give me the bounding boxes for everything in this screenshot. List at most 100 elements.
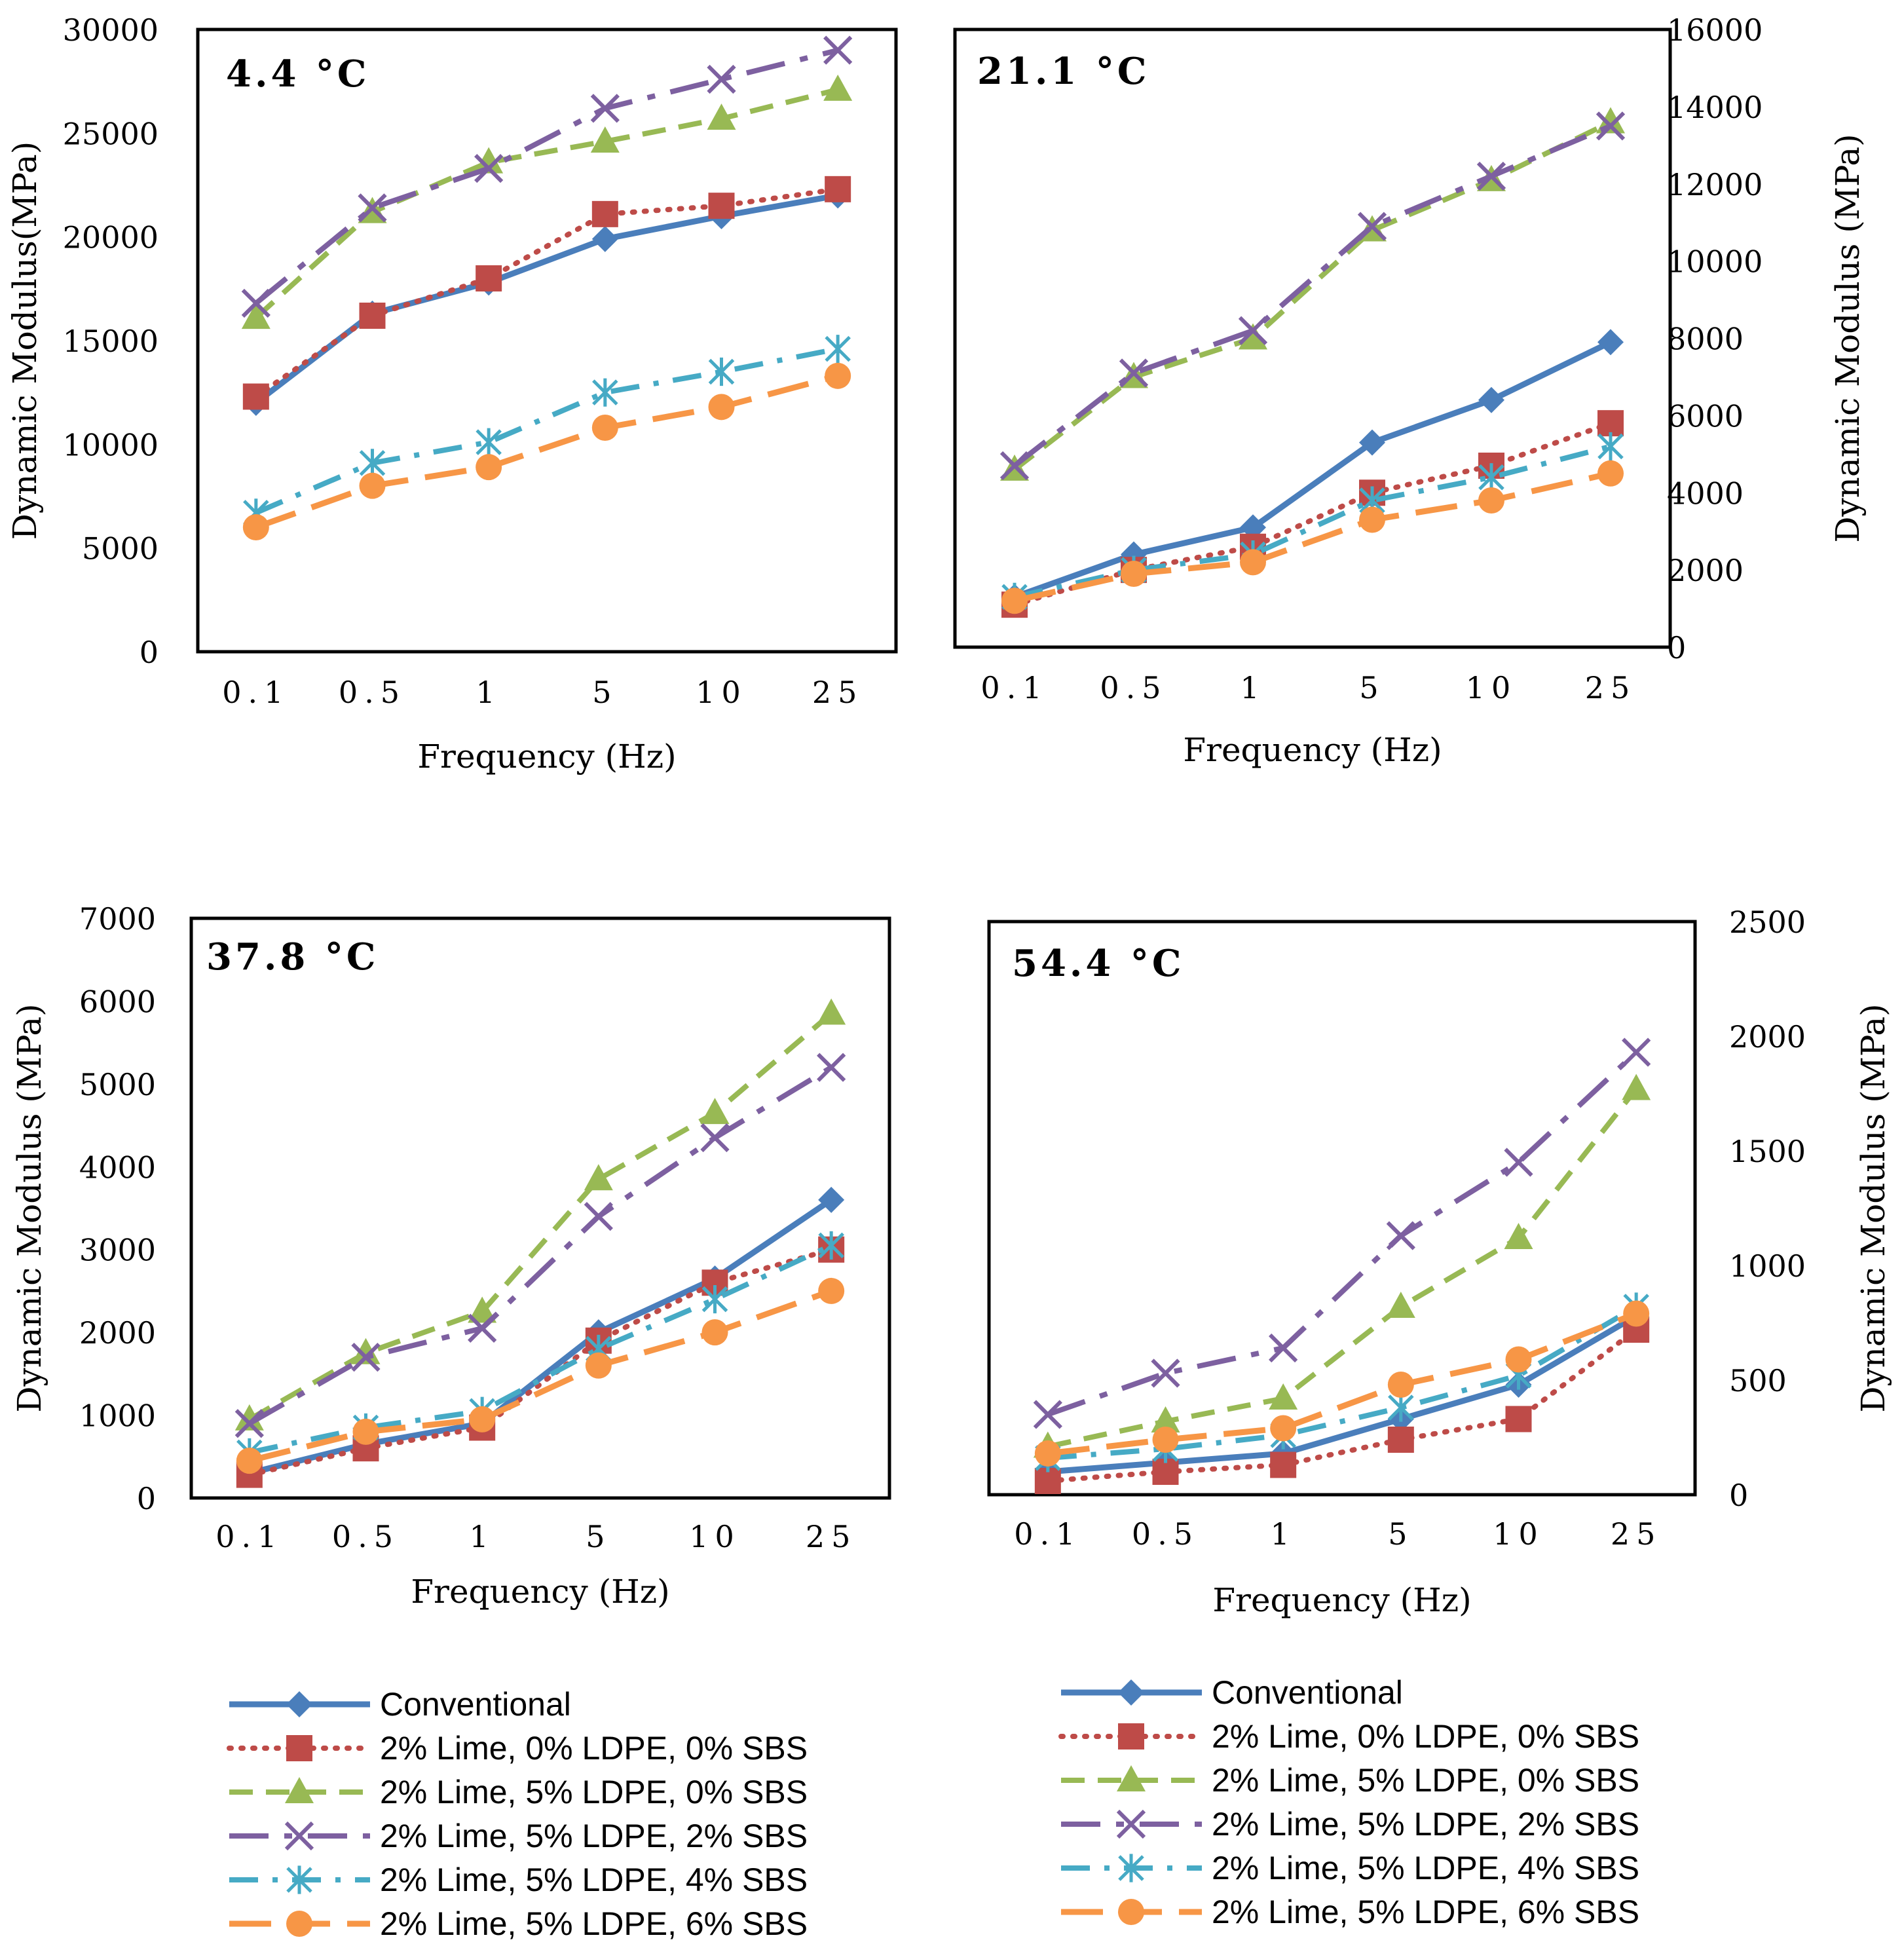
y-tick-label: 5000: [79, 1067, 156, 1102]
plot-area-1: [196, 28, 898, 654]
y-tick-label: 10000: [63, 427, 159, 462]
series-ldpe5_sbs6: [1001, 460, 1624, 614]
series-ldpe5_sbs2: [999, 111, 1626, 481]
y-tick-label: 7000: [79, 901, 156, 937]
data-point: [1597, 460, 1624, 487]
x-tick-label: 10: [696, 675, 747, 710]
data-point: [1034, 1468, 1061, 1494]
data-point: [469, 1406, 496, 1432]
y-tick-label: 2000: [1667, 553, 1744, 588]
legend-label: 2% Lime, 5% LDPE, 6% SBS: [1212, 1894, 1639, 1930]
data-point: [1596, 111, 1626, 141]
series-line: [1045, 1327, 1639, 1484]
data-point: [351, 1342, 381, 1372]
series-lime_0ldpe: [1001, 410, 1624, 618]
y-tick-label: 10000: [1667, 244, 1763, 280]
chart-panel-2: 21.1 °C 0 2000 4000 6000 8000 10000 12000 14000 1…: [953, 12, 1867, 769]
data-point: [1151, 1358, 1180, 1388]
legend-1: Conventional 2% Lime, 0% LDPE, 0% SBS 2% L…: [227, 1686, 808, 1942]
data-point: [707, 64, 736, 94]
data-point: [708, 193, 735, 219]
chart-panel-4: 54.4 °C 0 500 1000 1500 2000 2500 0.1 0.5 1 5 10 25 F…: [987, 905, 1892, 1619]
data-point: [1478, 386, 1504, 413]
x-tick-label: 0.5: [1100, 670, 1167, 705]
legend-label: 2% Lime, 5% LDPE, 2% SBS: [380, 1818, 808, 1854]
legend-label: 2% Lime, 5% LDPE, 0% SBS: [1212, 1762, 1639, 1799]
legend-label: 2% Lime, 5% LDPE, 4% SBS: [1212, 1850, 1639, 1886]
legend-item: Conventional: [229, 1686, 571, 1723]
data-point: [1269, 1333, 1298, 1363]
x-tick-label: 0.1: [980, 670, 1048, 705]
legend-label: 2% Lime, 5% LDPE, 2% SBS: [1212, 1806, 1639, 1843]
x-tick-label: 0.1: [222, 675, 289, 710]
legend-item: 2% Lime, 5% LDPE, 0% SBS: [1061, 1762, 1639, 1799]
data-point: [708, 394, 735, 421]
chart-title: 4.4 °C: [226, 52, 370, 96]
series-line: [254, 47, 839, 306]
series-line: [246, 1246, 834, 1478]
y-tick-label: 1000: [79, 1398, 156, 1434]
x-tick-label: 25: [812, 675, 864, 710]
series-ldpe5_sbs0: [1033, 1074, 1651, 1458]
plot-frame: [987, 920, 1697, 1497]
data-point: [1359, 429, 1385, 456]
data-point: [1388, 1393, 1414, 1422]
legend-label: 2% Lime, 5% LDPE, 0% SBS: [380, 1774, 808, 1810]
data-point: [700, 1098, 730, 1125]
x-tick-label: 1: [470, 1519, 495, 1554]
series-line: [1013, 339, 1612, 600]
y-tick-label: 2000: [1729, 1019, 1806, 1055]
data-point: [584, 1202, 613, 1231]
data-point: [359, 449, 386, 477]
x-axis-label: Frequency (Hz): [1183, 731, 1442, 769]
series-lime_0ldpe: [242, 176, 851, 410]
legend-item: 2% Lime, 5% LDPE, 4% SBS: [229, 1862, 808, 1898]
legend-label: 2% Lime, 0% LDPE, 0% SBS: [380, 1730, 808, 1767]
series-line: [1013, 119, 1612, 472]
x-tick-label: 0.5: [339, 675, 406, 710]
data-point: [700, 1123, 730, 1153]
data-point: [1034, 1440, 1061, 1467]
plot-frame: [953, 28, 1672, 649]
series-line: [1012, 421, 1613, 608]
series-line: [254, 86, 839, 320]
legend-label: Conventional: [380, 1686, 571, 1723]
y-tick-label: 1000: [1729, 1248, 1806, 1284]
y-axis-label: Dynamic Modulus (MPa): [1854, 1003, 1892, 1412]
chart-title: 54.4 °C: [1012, 942, 1184, 985]
data-point: [1386, 1292, 1415, 1318]
y-tick-label: 2000: [79, 1315, 156, 1351]
y-tick-label: 4000: [79, 1150, 156, 1185]
series-line: [255, 373, 839, 531]
legend-item: 2% Lime, 5% LDPE, 6% SBS: [229, 1905, 808, 1942]
x-axis-label: Frequency (Hz): [411, 1573, 669, 1611]
legend-label: Conventional: [1212, 1674, 1403, 1711]
data-point: [1504, 1223, 1533, 1249]
y-tick-label: 4000: [1667, 476, 1744, 511]
data-point: [999, 451, 1030, 481]
data-point: [818, 1277, 845, 1304]
series-line: [1014, 470, 1611, 604]
plot-area-3: [189, 916, 891, 1500]
x-tick-label: 10: [1493, 1516, 1544, 1552]
chart-title: 21.1 °C: [977, 50, 1149, 93]
legend-marker: [284, 1821, 314, 1851]
series-line: [248, 1011, 833, 1422]
series-line: [248, 1065, 833, 1426]
series-line: [1047, 1304, 1638, 1461]
y-tick-label: 0: [1729, 1478, 1748, 1513]
plot-area-4: [987, 920, 1697, 1497]
data-point: [234, 1409, 264, 1438]
legend-item: 2% Lime, 5% LDPE, 4% SBS: [1061, 1850, 1639, 1886]
series-conventional: [242, 182, 851, 416]
series-ldpe5_sbs6: [242, 362, 851, 540]
series-ldpe5_sbs0: [234, 998, 846, 1431]
y-tick-label: 3000: [79, 1233, 156, 1268]
data-point: [1270, 1415, 1297, 1442]
series-line: [1047, 1311, 1637, 1457]
data-point: [1152, 1427, 1179, 1453]
x-tick-label: 0.5: [332, 1519, 400, 1554]
data-point: [584, 1164, 613, 1191]
data-point: [476, 428, 502, 457]
data-point: [823, 35, 853, 65]
